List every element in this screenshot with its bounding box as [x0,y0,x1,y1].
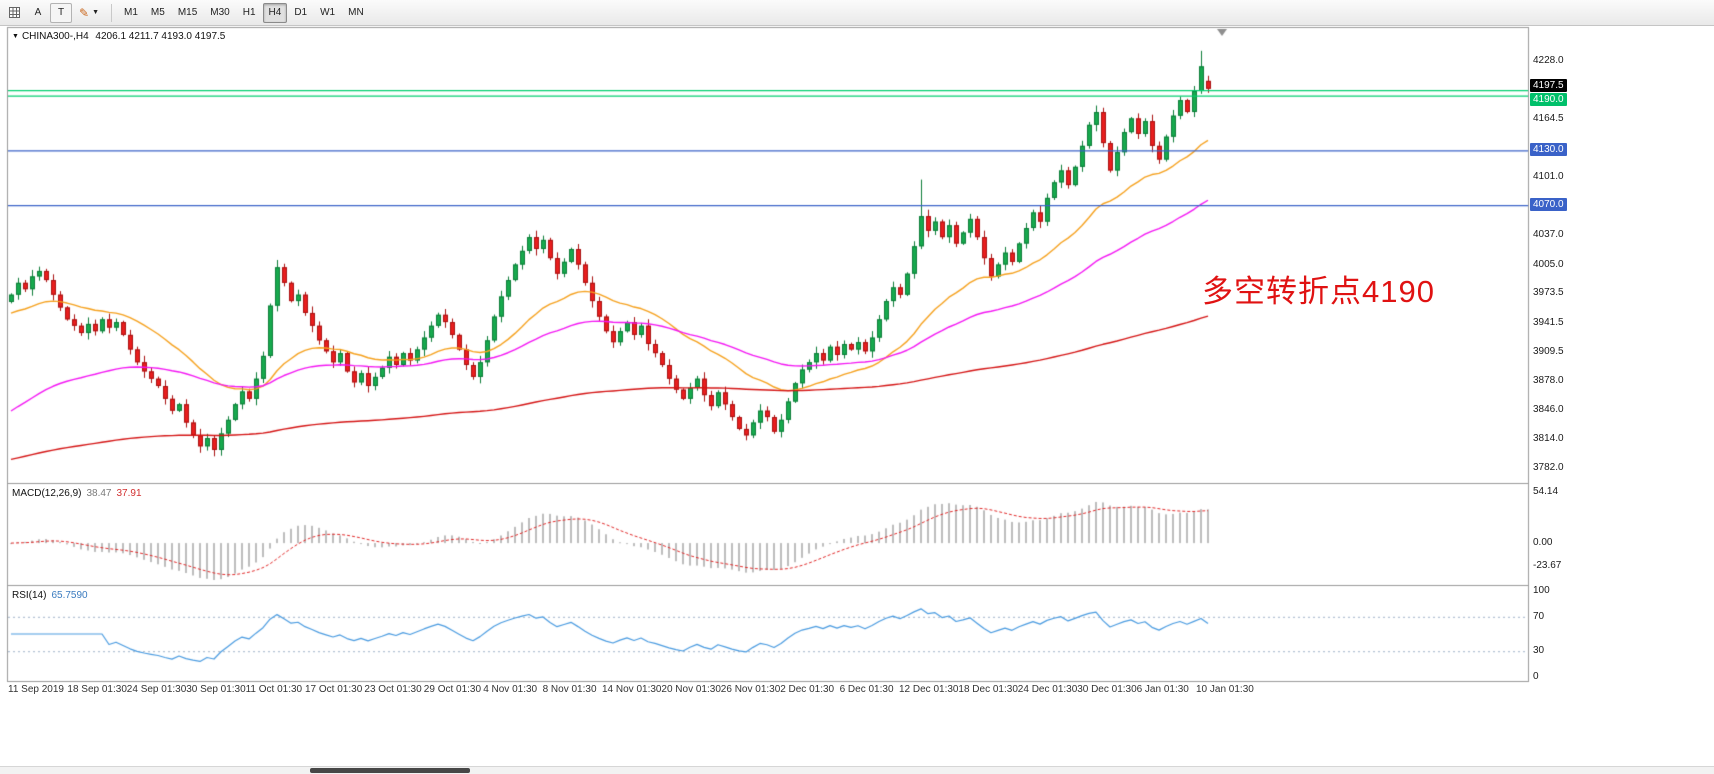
price-axis-label: 3973.5 [1533,287,1564,299]
macd-value-signal: 37.91 [116,488,142,499]
time-axis-label: 8 Nov 01:30 [542,684,597,695]
time-axis-label: 18 Dec 01:30 [958,684,1018,695]
price-axis-label: 3909.5 [1533,345,1564,357]
toolbar-separator [111,3,112,22]
time-axis-label: 11 Oct 01:30 [245,684,303,695]
rsi-axis-label: 30 [1533,645,1545,657]
timeframe-mn-button[interactable]: MN [348,7,364,18]
a-tool-label: A [34,7,42,18]
t-tool-label: T [57,7,65,18]
draw-color-button[interactable]: ✎ ▼ [73,3,105,23]
rsi-axis-label: 100 [1533,585,1550,596]
grid-icon [9,7,20,18]
chevron-down-icon: ▼ [92,9,99,16]
time-axis-label: 24 Sep 01:30 [126,684,187,695]
price-axis-label: 4037.0 [1533,229,1564,241]
symbol-label: CHINA300-,H4 [21,31,89,42]
time-axis-label: 17 Oct 01:30 [305,684,363,695]
time-axis-label: 11 Sep 2019 [8,684,64,695]
macd-value-histogram: 38.47 [86,488,112,499]
price-axis-label: 4164.5 [1533,112,1564,124]
symbol-marker-icon: ▼ [12,33,19,40]
rsi-value: 65.7590 [51,590,88,601]
macd-axis-label: -23.67 [1533,559,1562,571]
time-axis-label: 12 Dec 01:30 [899,684,959,695]
rsi-axis-label: 70 [1533,610,1545,622]
scrollbar-thumb[interactable] [310,768,470,773]
time-axis-label: 24 Dec 01:30 [1017,684,1078,695]
rsi-label: RSI(14) 65.7590 [12,590,88,601]
crayon-icon: ✎ [79,5,90,20]
windows-grid-button[interactable] [3,3,26,23]
chart-title: ▼ CHINA300-,H4 4206.1 4211.7 4193.0 4197.… [12,31,225,42]
time-axis-label: 30 Sep 01:30 [186,684,246,695]
timeframe-h1-button[interactable]: H1 [242,7,256,18]
timeframe-m1-button[interactable]: M1 [124,7,138,18]
time-axis-label: 4 Nov 01:30 [483,684,538,695]
price-axis-label: 3814.0 [1533,432,1564,444]
macd-axis-label: 0.00 [1533,537,1553,549]
price-tag-green-box: 4190.0 [1530,92,1567,106]
timeframe-d1-button[interactable]: D1 [294,7,308,18]
time-axis-label: 18 Sep 01:30 [67,684,127,695]
time-axis-label: 2 Dec 01:30 [780,684,835,695]
cursor-tool-button[interactable]: A [27,3,49,23]
time-axis-label: 30 Dec 01:30 [1077,684,1137,695]
time-axis-label: 14 Nov 01:30 [602,684,662,695]
macd-axis-label: 54.14 [1533,485,1559,497]
price-axis-label: 3846.0 [1533,403,1564,415]
time-axis-label: 6 Jan 01:30 [1136,684,1189,695]
price-tag-blue-box: 4130.0 [1530,143,1567,157]
timeframe-m15-button[interactable]: M15 [177,7,198,18]
price-axis-label: 4005.0 [1533,258,1564,270]
price-axis-label: 4228.0 [1533,54,1564,66]
price-tag-blue-box: 4070.0 [1530,198,1567,212]
price-tag-black-box: 4197.5 [1530,78,1567,92]
timeframe-w1-button[interactable]: W1 [320,7,336,18]
timeframe-h4-button[interactable]: H4 [262,2,288,23]
time-axis-label: 26 Nov 01:30 [720,684,781,695]
time-axis-label: 10 Jan 01:30 [1196,684,1254,695]
rsi-name: RSI(14) [12,590,47,601]
time-axis-label: 6 Dec 01:30 [839,684,894,695]
timeframe-m30-button[interactable]: M30 [210,7,230,18]
text-tool-button[interactable]: T [50,2,72,23]
horizontal-scrollbar[interactable] [0,766,1714,774]
price-axis-label: 3878.0 [1533,374,1564,386]
price-axis-label: 3782.0 [1533,462,1564,474]
rsi-axis-label: 0 [1533,671,1539,682]
macd-name: MACD(12,26,9) [12,488,82,499]
ohlc-values: 4206.1 4211.7 4193.0 4197.5 [95,31,226,42]
time-axis-label: 29 Oct 01:30 [423,684,482,695]
price-axis-label: 3941.5 [1533,316,1564,328]
price-axis-label: 4101.0 [1533,170,1564,182]
toolbar: A T ✎ ▼ M1 M5 M15 M30 H1 H4 D1 W1 MN [0,0,1714,26]
macd-label: MACD(12,26,9) 38.47 37.91 [12,488,142,499]
timeframe-m5-button[interactable]: M5 [150,7,165,18]
time-axis-label: 20 Nov 01:30 [661,684,721,695]
time-axis-label: 23 Oct 01:30 [364,684,422,695]
annotation-text: 多空转折点4190 [1202,274,1435,309]
